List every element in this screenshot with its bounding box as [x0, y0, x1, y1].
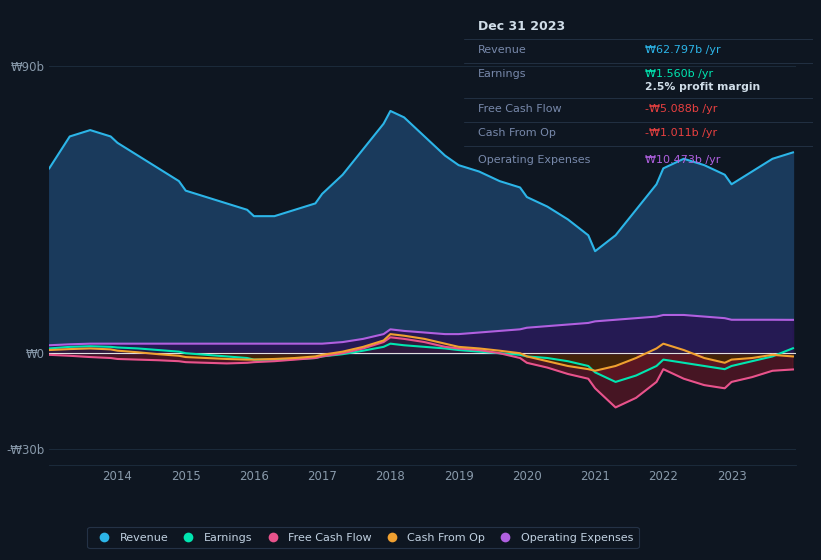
Text: Cash From Op: Cash From Op	[478, 128, 556, 138]
Text: ₩10.473b /yr: ₩10.473b /yr	[645, 155, 721, 165]
Text: ₩1.560b /yr: ₩1.560b /yr	[645, 69, 713, 79]
Legend: Revenue, Earnings, Free Cash Flow, Cash From Op, Operating Expenses: Revenue, Earnings, Free Cash Flow, Cash …	[88, 527, 639, 548]
Text: Free Cash Flow: Free Cash Flow	[478, 104, 562, 114]
Text: Operating Expenses: Operating Expenses	[478, 155, 590, 165]
Text: -₩5.088b /yr: -₩5.088b /yr	[645, 104, 718, 114]
Text: Revenue: Revenue	[478, 45, 526, 55]
Text: -₩1.011b /yr: -₩1.011b /yr	[645, 128, 718, 138]
Text: Earnings: Earnings	[478, 69, 526, 79]
Text: ₩62.797b /yr: ₩62.797b /yr	[645, 45, 721, 55]
Text: 2.5% profit margin: 2.5% profit margin	[645, 82, 760, 92]
Text: Dec 31 2023: Dec 31 2023	[478, 20, 565, 33]
